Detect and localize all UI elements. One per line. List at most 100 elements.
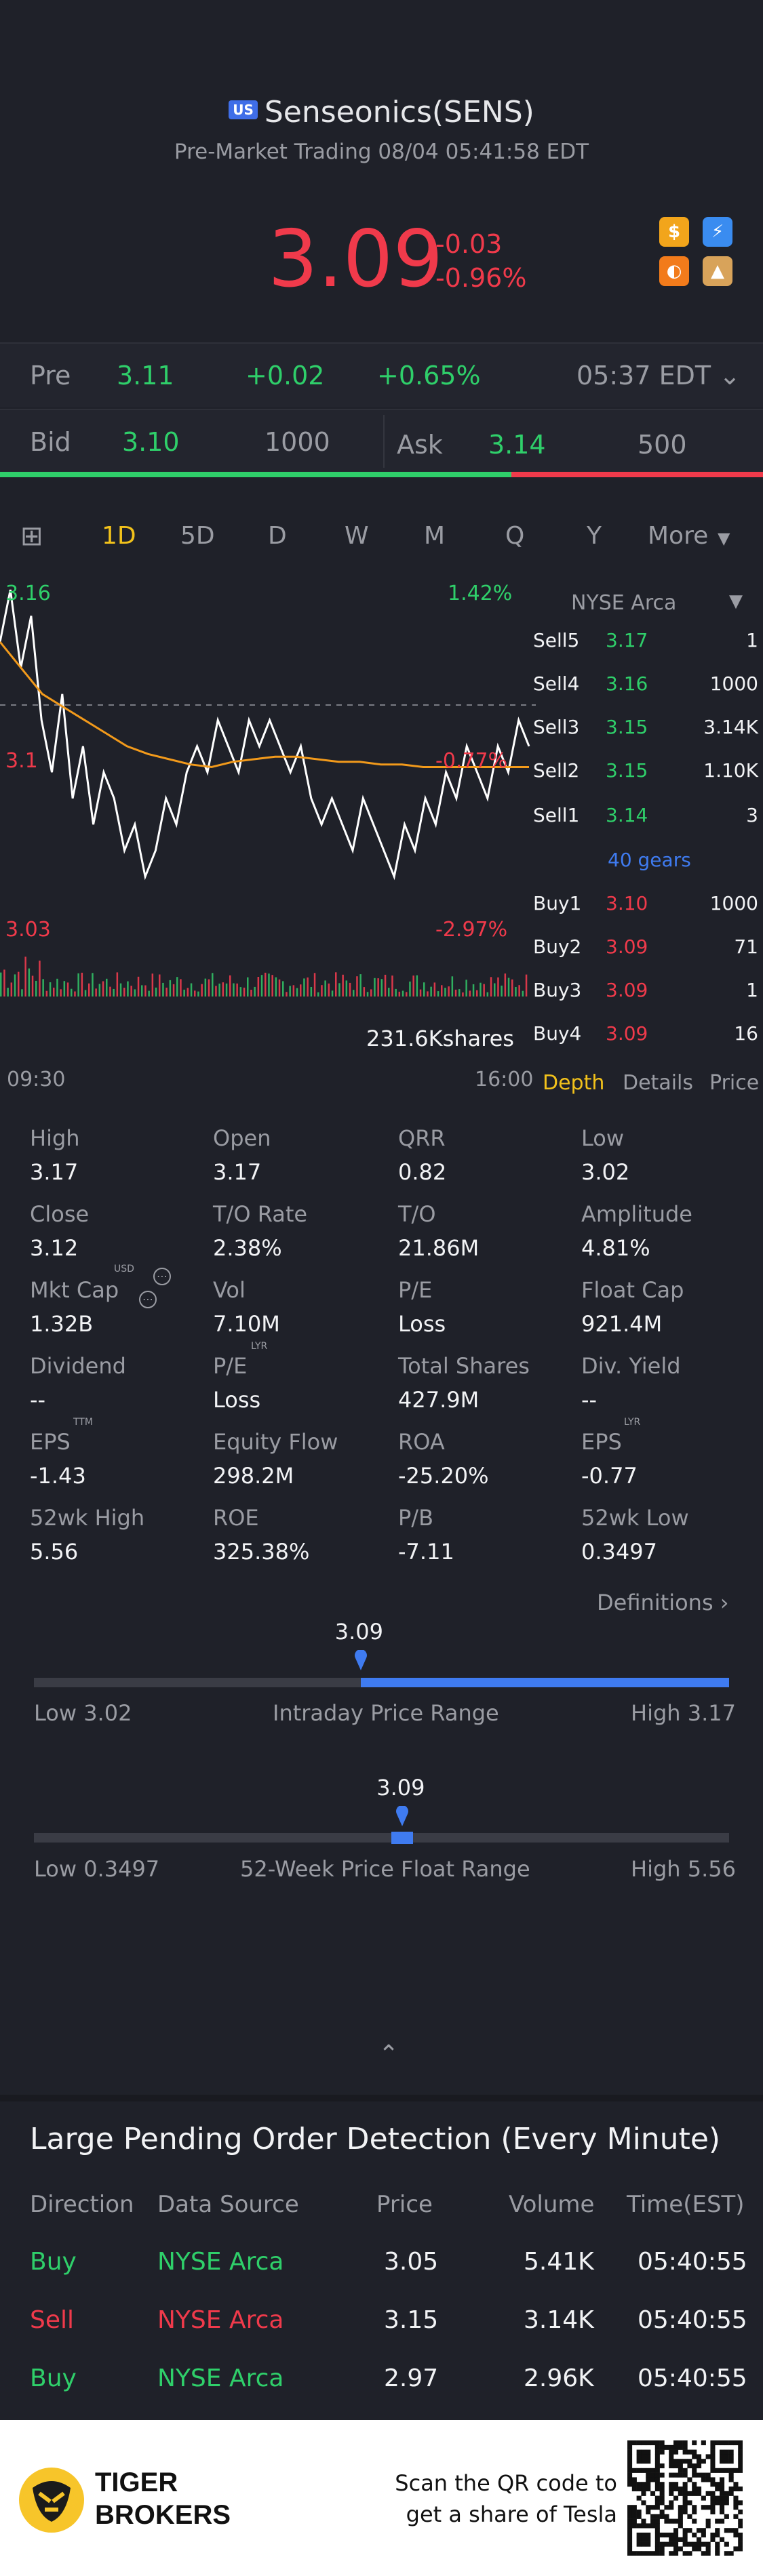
volume-bar — [190, 983, 193, 997]
intraday-chart[interactable] — [0, 576, 536, 1051]
buy-level-size: 1000 — [709, 892, 758, 914]
brand-line1: TIGER — [95, 2468, 178, 2497]
volume-label: 231.6Kshares — [366, 1026, 514, 1051]
dollar-icon[interactable]: $ — [659, 217, 689, 247]
stat-value: 5.56 — [30, 1539, 79, 1565]
tab-1d[interactable]: 1D — [102, 522, 136, 550]
volume-bar — [197, 991, 199, 997]
sell-level-size: 3 — [746, 804, 758, 826]
options-icon[interactable]: ◐ — [659, 256, 689, 286]
current-price: 3.09 — [268, 214, 444, 305]
volume-bar — [116, 972, 119, 997]
volume-bar — [282, 981, 284, 997]
volume-bar — [419, 989, 422, 997]
volume-bar — [451, 976, 454, 997]
volume-bar — [180, 979, 182, 997]
volume-bar — [0, 972, 2, 997]
volume-bar — [433, 982, 436, 997]
volume-bar — [423, 982, 425, 997]
triangle-down-icon[interactable]: ▼ — [729, 591, 743, 611]
volume-bar — [3, 969, 5, 997]
buy-level-label: Buy2 — [533, 935, 582, 958]
stat-value: 1.32B — [30, 1311, 94, 1337]
sell-level-label: Sell3 — [533, 716, 580, 738]
tab-details[interactable]: Details — [623, 1071, 694, 1095]
volume-bar — [162, 982, 164, 997]
volume-bar — [165, 987, 168, 997]
tab-q[interactable]: Q — [505, 522, 525, 550]
ttm-superscript: TTM — [73, 1417, 93, 1428]
volume-bar — [454, 989, 457, 997]
volume-bar — [127, 981, 129, 997]
volume-bar — [137, 976, 140, 997]
volume-bar — [151, 973, 154, 997]
lyr-superscript: LYR — [251, 1341, 268, 1352]
qr-code[interactable] — [627, 2440, 743, 2556]
pending-time: 05:40:55 — [638, 2364, 747, 2392]
tab-depth[interactable]: Depth — [543, 1071, 605, 1095]
tab-5d[interactable]: 5D — [180, 522, 215, 550]
mkt-cap-info-icon[interactable]: ⋯ — [139, 1291, 157, 1308]
stat-label: P/E — [398, 1277, 433, 1303]
volume-bar — [377, 978, 379, 997]
volume-bar — [366, 992, 369, 997]
avg-price-line — [0, 641, 529, 769]
pre-label: Pre — [30, 361, 71, 390]
stat-label: Total Shares — [398, 1353, 530, 1379]
time-selector[interactable]: 05:37 EDT ⌄ — [576, 361, 741, 390]
volume-bar — [469, 990, 471, 997]
stat-label: QRR — [398, 1125, 446, 1151]
exchange-selector[interactable]: NYSE Arca — [571, 591, 676, 615]
tab-price[interactable]: Price — [709, 1071, 760, 1095]
volume-bar — [518, 985, 520, 997]
buy-level-label: Buy1 — [533, 892, 582, 914]
buy-level-size: 71 — [734, 935, 758, 958]
chart-high-pct: 1.42% — [448, 582, 513, 605]
volume-bar — [260, 975, 263, 997]
bid-price: 3.10 — [122, 427, 180, 457]
volume-bar — [324, 980, 326, 997]
pending-time: 05:40:55 — [638, 2248, 747, 2276]
intraday-title: Intraday Price Range — [273, 1700, 499, 1726]
sell-level-label: Sell2 — [533, 759, 580, 782]
sell-level-price: 3.16 — [606, 672, 648, 695]
education-icon[interactable]: ▲ — [703, 256, 732, 286]
week52-high: High 5.56 — [631, 1856, 736, 1882]
collapse-chevron-icon[interactable]: ⌃ — [378, 2040, 399, 2068]
scan-line2: get a share of Tesla — [406, 2501, 617, 2527]
volume-bar — [159, 974, 161, 997]
volume-bar — [98, 984, 101, 997]
tab-m[interactable]: M — [424, 522, 446, 550]
volume-bar — [465, 980, 467, 997]
volume-bar — [391, 975, 393, 997]
volume-bar — [462, 992, 464, 997]
volume-bar — [353, 990, 355, 997]
definitions-link[interactable]: Definitions › — [597, 1590, 729, 1615]
stat-value: 3.02 — [581, 1159, 630, 1185]
volume-bar — [511, 979, 513, 997]
pending-source: NYSE Arca — [157, 2306, 284, 2334]
volume-bar — [448, 986, 450, 997]
buy-level-size: 16 — [734, 1022, 758, 1045]
volume-bar — [504, 973, 507, 997]
brand-line2: BROKERS — [95, 2500, 231, 2530]
pending-price: 2.97 — [384, 2364, 439, 2392]
gears-link[interactable]: 40 gears — [608, 849, 691, 871]
grid-icon[interactable]: ⊞ — [20, 521, 43, 552]
volume-bar — [63, 981, 66, 997]
sell-level-label: Sell1 — [533, 804, 580, 826]
stat-value: 921.4M — [581, 1311, 663, 1337]
volume-bar — [236, 983, 238, 997]
more-caret-icon[interactable]: ▼ — [718, 529, 730, 548]
tab-y[interactable]: Y — [587, 522, 602, 550]
info-icon[interactable]: ⋯ — [153, 1268, 171, 1285]
stat-label: Low — [581, 1125, 625, 1151]
lightning-icon[interactable]: ⚡ — [703, 217, 732, 247]
volume-bar — [388, 988, 390, 997]
tab-w[interactable]: W — [345, 522, 369, 550]
tab-d[interactable]: D — [268, 522, 287, 550]
sell-level-price: 3.14 — [606, 804, 648, 826]
chart-low-pct: -2.97% — [435, 918, 508, 942]
tab-more[interactable]: More — [648, 522, 709, 550]
volume-bar — [490, 977, 492, 997]
